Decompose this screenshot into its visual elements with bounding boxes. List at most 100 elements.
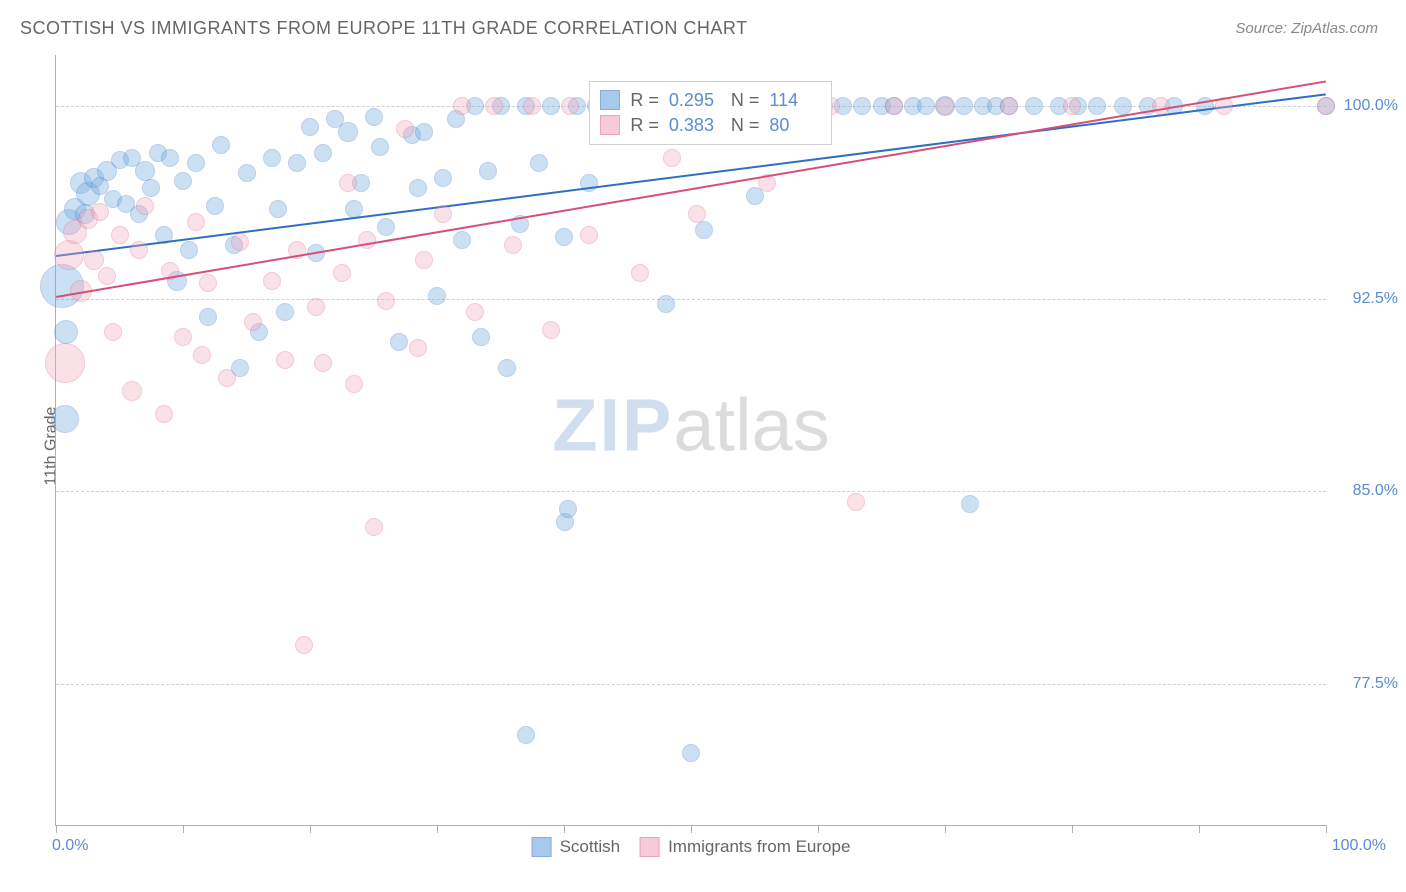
legend-label: Immigrants from Europe bbox=[668, 837, 850, 857]
legend-row: R =0.295N =114 bbox=[600, 88, 821, 113]
scatter-point bbox=[1025, 97, 1043, 115]
scatter-point bbox=[174, 172, 192, 190]
x-tick bbox=[56, 825, 57, 833]
y-tick-label: 92.5% bbox=[1334, 290, 1398, 308]
gridline bbox=[56, 684, 1326, 685]
scatter-point bbox=[174, 328, 192, 346]
scatter-point bbox=[580, 226, 598, 244]
scatter-point bbox=[111, 226, 129, 244]
scatter-point bbox=[54, 320, 78, 344]
legend-row: R =0.383N =80 bbox=[600, 113, 821, 138]
scatter-point bbox=[504, 236, 522, 254]
n-value: 80 bbox=[769, 115, 821, 136]
scatter-point bbox=[212, 136, 230, 154]
scatter-point bbox=[523, 97, 541, 115]
scatter-point bbox=[853, 97, 871, 115]
scatter-point bbox=[695, 221, 713, 239]
n-label: N = bbox=[731, 115, 760, 136]
n-value: 114 bbox=[769, 90, 821, 111]
x-tick bbox=[945, 825, 946, 833]
scatter-point bbox=[1063, 97, 1081, 115]
r-value: 0.383 bbox=[669, 115, 721, 136]
legend-swatch bbox=[640, 837, 660, 857]
x-tick bbox=[437, 825, 438, 833]
x-tick bbox=[691, 825, 692, 833]
scatter-point bbox=[314, 354, 332, 372]
scatter-point bbox=[485, 97, 503, 115]
scatter-point bbox=[1088, 97, 1106, 115]
watermark-atlas: atlas bbox=[673, 383, 829, 466]
legend-item: Immigrants from Europe bbox=[640, 837, 850, 857]
scatter-point bbox=[428, 287, 446, 305]
scatter-point bbox=[263, 272, 281, 290]
source-label: Source: bbox=[1235, 20, 1291, 37]
x-tick bbox=[1072, 825, 1073, 833]
scatter-point bbox=[377, 292, 395, 310]
scatter-point bbox=[1317, 97, 1335, 115]
x-tick bbox=[818, 825, 819, 833]
scatter-point bbox=[365, 108, 383, 126]
scatter-point bbox=[530, 154, 548, 172]
scatter-point bbox=[663, 149, 681, 167]
watermark: ZIPatlas bbox=[552, 382, 829, 467]
scatter-point bbox=[314, 144, 332, 162]
scatter-point bbox=[244, 313, 262, 331]
scatter-point bbox=[390, 333, 408, 351]
source-attribution: Source: ZipAtlas.com bbox=[1235, 20, 1378, 37]
r-label: R = bbox=[630, 90, 659, 111]
scatter-point bbox=[161, 149, 179, 167]
source-value: ZipAtlas.com bbox=[1291, 20, 1378, 37]
x-tick bbox=[564, 825, 565, 833]
scatter-point bbox=[276, 303, 294, 321]
scatter-point bbox=[657, 295, 675, 313]
scatter-point bbox=[199, 308, 217, 326]
scatter-point bbox=[45, 343, 85, 383]
scatter-point bbox=[415, 251, 433, 269]
scatter-point bbox=[338, 122, 358, 142]
scatter-point bbox=[54, 240, 84, 270]
scatter-point bbox=[885, 97, 903, 115]
scatter-point bbox=[199, 274, 217, 292]
legend-item: Scottish bbox=[532, 837, 620, 857]
scatter-point bbox=[961, 495, 979, 513]
scatter-point bbox=[333, 264, 351, 282]
scatter-point bbox=[396, 120, 414, 138]
series-legend: Scottish Immigrants from Europe bbox=[532, 837, 851, 857]
scatter-point bbox=[434, 205, 452, 223]
y-tick-label: 100.0% bbox=[1334, 97, 1398, 115]
scatter-point bbox=[339, 174, 357, 192]
scatter-point bbox=[218, 369, 236, 387]
legend-swatch bbox=[600, 90, 620, 110]
x-min-label: 0.0% bbox=[52, 837, 88, 855]
scatter-point bbox=[955, 97, 973, 115]
scatter-point bbox=[415, 123, 433, 141]
legend-swatch bbox=[600, 115, 620, 135]
scatter-point bbox=[517, 726, 535, 744]
scatter-point bbox=[631, 264, 649, 282]
scatter-point bbox=[135, 161, 155, 181]
scatter-point bbox=[466, 303, 484, 321]
scatter-point bbox=[917, 97, 935, 115]
scatter-point bbox=[295, 636, 313, 654]
scatter-point bbox=[1114, 97, 1132, 115]
scatter-point bbox=[238, 164, 256, 182]
scatter-point bbox=[479, 162, 497, 180]
chart-container: SCOTTISH VS IMMIGRANTS FROM EUROPE 11TH … bbox=[0, 0, 1406, 892]
scatter-point bbox=[193, 346, 211, 364]
scatter-point bbox=[555, 228, 573, 246]
scatter-point bbox=[345, 375, 363, 393]
y-tick-label: 77.5% bbox=[1334, 675, 1398, 693]
gridline bbox=[56, 299, 1326, 300]
scatter-point bbox=[561, 97, 579, 115]
scatter-point bbox=[365, 518, 383, 536]
plot-area: ZIPatlas 77.5%85.0%92.5%100.0%0.0%100.0%… bbox=[55, 55, 1326, 826]
scatter-point bbox=[409, 179, 427, 197]
scatter-point bbox=[542, 97, 560, 115]
scatter-point bbox=[453, 231, 471, 249]
scatter-point bbox=[180, 241, 198, 259]
scatter-point bbox=[187, 213, 205, 231]
scatter-point bbox=[434, 169, 452, 187]
scatter-point bbox=[276, 351, 294, 369]
scatter-point bbox=[263, 149, 281, 167]
r-value: 0.295 bbox=[669, 90, 721, 111]
